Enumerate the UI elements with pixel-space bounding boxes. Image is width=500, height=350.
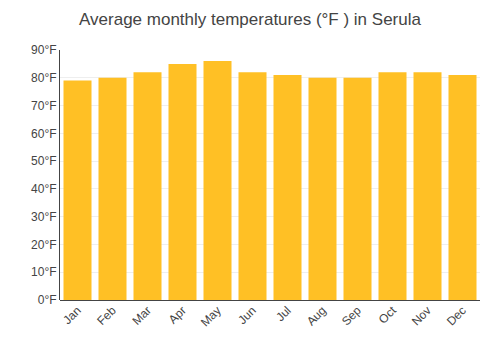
svg-text:80°F: 80°F bbox=[31, 71, 56, 85]
svg-text:May: May bbox=[198, 303, 224, 329]
svg-text:Dec: Dec bbox=[444, 303, 469, 328]
svg-text:70°F: 70°F bbox=[31, 99, 56, 113]
svg-text:Sep: Sep bbox=[339, 303, 364, 328]
svg-text:Average monthly temperatures (: Average monthly temperatures (°F ) in Se… bbox=[79, 10, 421, 29]
svg-text:50°F: 50°F bbox=[31, 154, 56, 168]
svg-text:Jul: Jul bbox=[273, 303, 294, 324]
svg-text:Jan: Jan bbox=[60, 303, 84, 327]
svg-text:Mar: Mar bbox=[129, 303, 154, 328]
svg-text:Oct: Oct bbox=[376, 303, 400, 327]
svg-text:Aug: Aug bbox=[304, 303, 329, 328]
svg-text:0°F: 0°F bbox=[38, 293, 57, 307]
svg-text:Apr: Apr bbox=[166, 303, 189, 326]
svg-text:90°F: 90°F bbox=[31, 43, 56, 57]
svg-text:30°F: 30°F bbox=[31, 210, 56, 224]
svg-text:40°F: 40°F bbox=[31, 182, 56, 196]
svg-text:20°F: 20°F bbox=[31, 238, 56, 252]
svg-text:Feb: Feb bbox=[94, 303, 119, 328]
svg-text:10°F: 10°F bbox=[31, 265, 56, 279]
svg-text:Jun: Jun bbox=[235, 303, 259, 327]
svg-text:Nov: Nov bbox=[409, 303, 434, 328]
svg-text:60°F: 60°F bbox=[31, 127, 56, 141]
